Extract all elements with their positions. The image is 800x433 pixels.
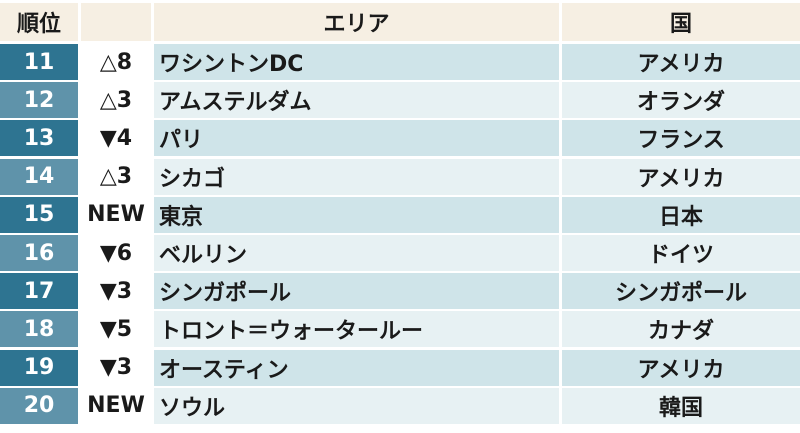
header-country: 国: [669, 12, 692, 37]
rank-cell: 18: [0, 311, 78, 348]
change-cell: △3: [81, 82, 151, 119]
header-rank: 順位: [0, 3, 78, 41]
rank-cell: 12: [0, 82, 78, 119]
change-cell: NEW: [81, 387, 151, 424]
country-cell: 日本: [658, 204, 703, 230]
column-divider: [559, 44, 562, 80]
rank-cell: 19: [0, 349, 78, 386]
area-cell: トロント＝ウォータールー: [159, 319, 424, 345]
column-divider: [151, 44, 154, 80]
table-row: 20 NEW ソウル 韓国: [0, 387, 800, 424]
column-divider: [151, 3, 154, 41]
column-divider: [559, 196, 562, 233]
table-row: 17 ▼3 シンガポール シンガポール: [0, 273, 800, 310]
table-row: 12 △3 アムステルダム オランダ: [0, 82, 800, 119]
country-cell: 韓国: [658, 395, 703, 421]
table-row: 14 △3 シカゴ アメリカ: [0, 158, 800, 195]
column-divider: [78, 82, 81, 119]
column-divider: [78, 235, 81, 271]
column-divider: [78, 311, 81, 348]
column-divider: [151, 158, 154, 195]
column-divider: [559, 120, 562, 157]
country-cell: アメリカ: [637, 357, 725, 383]
country-cell: アメリカ: [637, 52, 725, 77]
table-row: 13 ▼4 パリ フランス: [0, 120, 800, 157]
column-divider: [151, 196, 154, 233]
country-cell: アメリカ: [637, 166, 725, 192]
column-divider: [78, 3, 81, 41]
change-cell: NEW: [81, 196, 151, 233]
column-divider: [559, 311, 562, 348]
area-cell: 東京: [159, 204, 204, 230]
rank-cell: 11: [0, 44, 78, 80]
area-cell: パリ: [159, 128, 204, 154]
table-row: 11 △8 ワシントンDC アメリカ: [0, 44, 800, 80]
rank-cell: 20: [0, 387, 78, 424]
country-cell: フランス: [637, 128, 725, 154]
column-divider: [78, 120, 81, 157]
column-divider: [151, 349, 154, 386]
column-divider: [559, 3, 562, 41]
country-cell: オランダ: [636, 90, 725, 116]
area-cell: ワシントンDC: [159, 52, 304, 77]
country-cell: カナダ: [647, 319, 714, 345]
area-cell: シンガポール: [159, 281, 292, 307]
column-divider: [78, 44, 81, 80]
table-row: 19 ▼3 オースティン アメリカ: [0, 349, 800, 386]
area-cell: ベルリン: [159, 243, 248, 268]
column-divider: [559, 235, 562, 271]
column-divider: [78, 349, 81, 386]
rank-cell: 13: [0, 120, 78, 157]
change-cell: ▼3: [81, 273, 151, 310]
change-cell: ▼3: [81, 349, 151, 386]
rank-cell: 17: [0, 273, 78, 310]
column-divider: [559, 349, 562, 386]
column-divider: [559, 273, 562, 310]
column-divider: [78, 387, 81, 424]
column-divider: [151, 273, 154, 310]
header-change: [81, 3, 151, 41]
change-cell: △3: [81, 158, 151, 195]
column-divider: [78, 273, 81, 310]
column-divider: [559, 387, 562, 424]
country-cell: シンガポール: [614, 281, 747, 307]
change-cell: ▼5: [81, 311, 151, 348]
column-divider: [151, 311, 154, 348]
column-divider: [151, 235, 154, 271]
column-divider: [151, 120, 154, 157]
change-cell: ▼4: [81, 120, 151, 157]
column-divider: [559, 158, 562, 195]
rank-cell: 16: [0, 235, 78, 271]
rank-cell: 15: [0, 196, 78, 233]
table-row: 18 ▼5 トロント＝ウォータールー カナダ: [0, 311, 800, 348]
table-row: 16 ▼6 ベルリン ドイツ: [0, 235, 800, 271]
change-cell: △8: [81, 44, 151, 80]
table-row: 15 NEW 東京 日本: [0, 196, 800, 233]
column-divider: [78, 196, 81, 233]
area-cell: アムステルダム: [159, 90, 312, 116]
table-header: 順位 エリア 国: [0, 3, 800, 41]
change-cell: ▼6: [81, 235, 151, 271]
column-divider: [559, 82, 562, 119]
country-cell: ドイツ: [647, 243, 714, 268]
column-divider: [151, 82, 154, 119]
rank-cell: 14: [0, 158, 78, 195]
header-area: エリア: [323, 12, 390, 37]
area-cell: ソウル: [159, 395, 226, 421]
column-divider: [151, 387, 154, 424]
column-divider: [78, 158, 81, 195]
area-cell: シカゴ: [159, 166, 226, 192]
area-cell: オースティン: [159, 357, 289, 383]
